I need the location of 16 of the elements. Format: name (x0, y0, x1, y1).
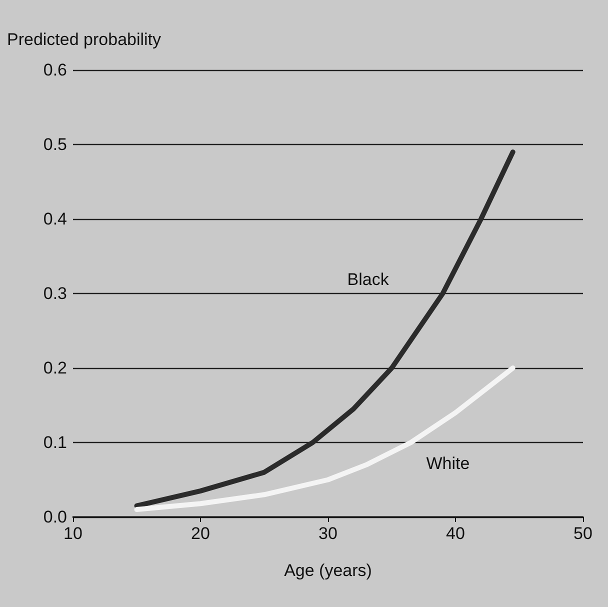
x-tick-label: 30 (318, 524, 338, 543)
y-tick-label: 0.1 (43, 433, 67, 452)
y-tick-label: 0.6 (43, 60, 67, 80)
y-tick-label: 0.0 (43, 508, 67, 526)
x-tick-label: 50 (574, 524, 592, 543)
x-tick-label: 10 (64, 524, 82, 543)
series-label: White (426, 454, 470, 473)
x-tick-label: 40 (446, 524, 465, 543)
y-tick-label: 0.3 (43, 284, 67, 303)
text: Black (347, 270, 390, 289)
y-tick-label: 0.4 (43, 210, 67, 228)
y-axis-title: Predicted probability (7, 30, 162, 49)
y-tick-label: 0.5 (43, 135, 67, 154)
x-axis-title: Age (years) (284, 561, 372, 580)
x-tick-label: 20 (191, 524, 210, 543)
y-tick-label: 0.2 (43, 358, 67, 378)
